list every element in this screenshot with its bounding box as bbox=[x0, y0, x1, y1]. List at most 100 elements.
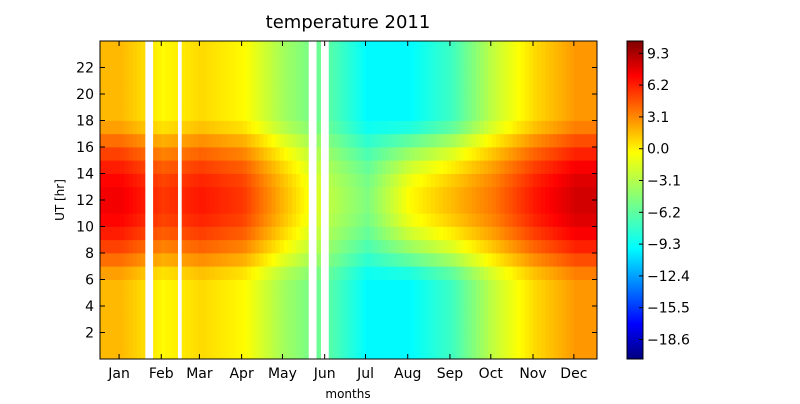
heat-cell bbox=[214, 306, 219, 320]
heat-cell bbox=[398, 332, 403, 347]
heat-cell bbox=[557, 67, 562, 82]
heat-cell bbox=[124, 54, 129, 68]
heat-cell bbox=[214, 107, 219, 121]
heat-cell bbox=[508, 160, 513, 174]
heat-cell bbox=[573, 120, 579, 135]
heat-cell bbox=[291, 200, 297, 214]
heat-cell bbox=[479, 239, 485, 254]
heat-cell bbox=[426, 306, 432, 320]
heat-cell bbox=[590, 200, 595, 214]
heat-cell bbox=[242, 226, 248, 241]
heat-cell bbox=[426, 279, 432, 294]
heat-cell bbox=[557, 120, 562, 135]
heat-cell bbox=[193, 239, 199, 254]
heat-cell bbox=[459, 266, 464, 280]
heat-cell bbox=[291, 186, 297, 201]
heat-cell bbox=[545, 345, 550, 359]
heat-cell bbox=[557, 133, 562, 148]
heat-cell bbox=[100, 120, 105, 135]
heat-cell bbox=[189, 67, 195, 82]
heat-cell bbox=[549, 94, 554, 108]
heat-cell bbox=[528, 54, 534, 68]
heat-cell bbox=[390, 345, 395, 359]
heat-cell bbox=[328, 213, 334, 227]
heat-cell bbox=[124, 147, 129, 161]
heat-cell bbox=[263, 332, 268, 347]
heat-cell bbox=[279, 279, 285, 294]
heat-cell bbox=[287, 133, 293, 148]
heat-cell bbox=[398, 319, 403, 333]
heat-cell bbox=[455, 94, 460, 108]
heat-cell bbox=[283, 41, 289, 55]
heat-cell bbox=[296, 67, 301, 82]
heat-cell bbox=[377, 292, 383, 307]
heat-cell bbox=[349, 67, 354, 82]
heat-cell bbox=[463, 266, 469, 280]
heat-cell bbox=[447, 253, 452, 267]
heat-cell bbox=[398, 173, 403, 188]
heat-cell bbox=[279, 120, 285, 135]
heat-cell bbox=[275, 306, 281, 320]
heat-cell bbox=[181, 345, 187, 359]
heat-cell bbox=[361, 120, 366, 135]
heat-cell bbox=[537, 186, 542, 201]
heat-cell bbox=[361, 213, 366, 227]
heat-cell bbox=[341, 253, 346, 267]
heat-cell bbox=[206, 186, 211, 201]
heat-cell bbox=[349, 80, 354, 95]
heat-cell bbox=[516, 306, 522, 320]
heat-cell bbox=[291, 292, 297, 307]
heat-cell bbox=[426, 41, 432, 55]
heat-cell bbox=[226, 266, 232, 280]
heat-cell bbox=[488, 239, 493, 254]
heat-cell bbox=[304, 253, 309, 267]
heat-cell bbox=[279, 292, 285, 307]
heat-cell bbox=[222, 226, 228, 241]
heat-cell bbox=[512, 266, 518, 280]
heat-cell bbox=[251, 345, 256, 359]
heat-cell bbox=[594, 67, 597, 82]
heat-cell bbox=[300, 213, 305, 227]
heat-cell bbox=[414, 200, 420, 214]
heat-cell bbox=[161, 292, 166, 307]
heat-cell bbox=[533, 94, 538, 108]
heat-cell bbox=[173, 80, 179, 95]
heat-cell bbox=[336, 266, 342, 280]
heat-cell bbox=[459, 292, 464, 307]
heat-cell bbox=[153, 160, 158, 174]
heat-cell bbox=[181, 80, 187, 95]
heat-cell bbox=[336, 319, 342, 333]
heat-cell bbox=[434, 332, 440, 347]
heat-cell bbox=[202, 319, 207, 333]
heat-cell bbox=[467, 306, 473, 320]
heat-cell bbox=[541, 80, 546, 95]
heat-cell bbox=[488, 345, 493, 359]
heat-cell bbox=[104, 200, 109, 214]
heat-cell bbox=[100, 213, 105, 227]
heat-cell bbox=[479, 213, 485, 227]
heat-cell bbox=[259, 200, 264, 214]
heat-cell bbox=[500, 319, 505, 333]
heat-cell bbox=[590, 80, 595, 95]
heat-cell bbox=[234, 266, 240, 280]
heat-cell bbox=[238, 306, 244, 320]
heat-cell bbox=[561, 160, 567, 174]
heat-cell bbox=[263, 54, 268, 68]
heat-cell bbox=[586, 67, 591, 82]
heat-cell bbox=[471, 173, 477, 188]
heat-cell bbox=[418, 226, 424, 241]
heat-cell bbox=[573, 41, 579, 55]
heat-cell bbox=[181, 120, 187, 135]
heat-cell bbox=[422, 54, 428, 68]
heat-cell bbox=[549, 160, 554, 174]
heat-cell bbox=[471, 332, 477, 347]
heat-cell bbox=[594, 120, 597, 135]
heat-cell bbox=[398, 186, 403, 201]
heat-cell bbox=[500, 239, 505, 254]
heat-cell bbox=[218, 120, 223, 135]
heat-cell bbox=[582, 213, 587, 227]
heat-cell bbox=[328, 160, 334, 174]
colorbar-tick-label: −9.3 bbox=[647, 237, 681, 253]
heat-cell bbox=[214, 147, 219, 161]
heat-cell bbox=[226, 279, 232, 294]
